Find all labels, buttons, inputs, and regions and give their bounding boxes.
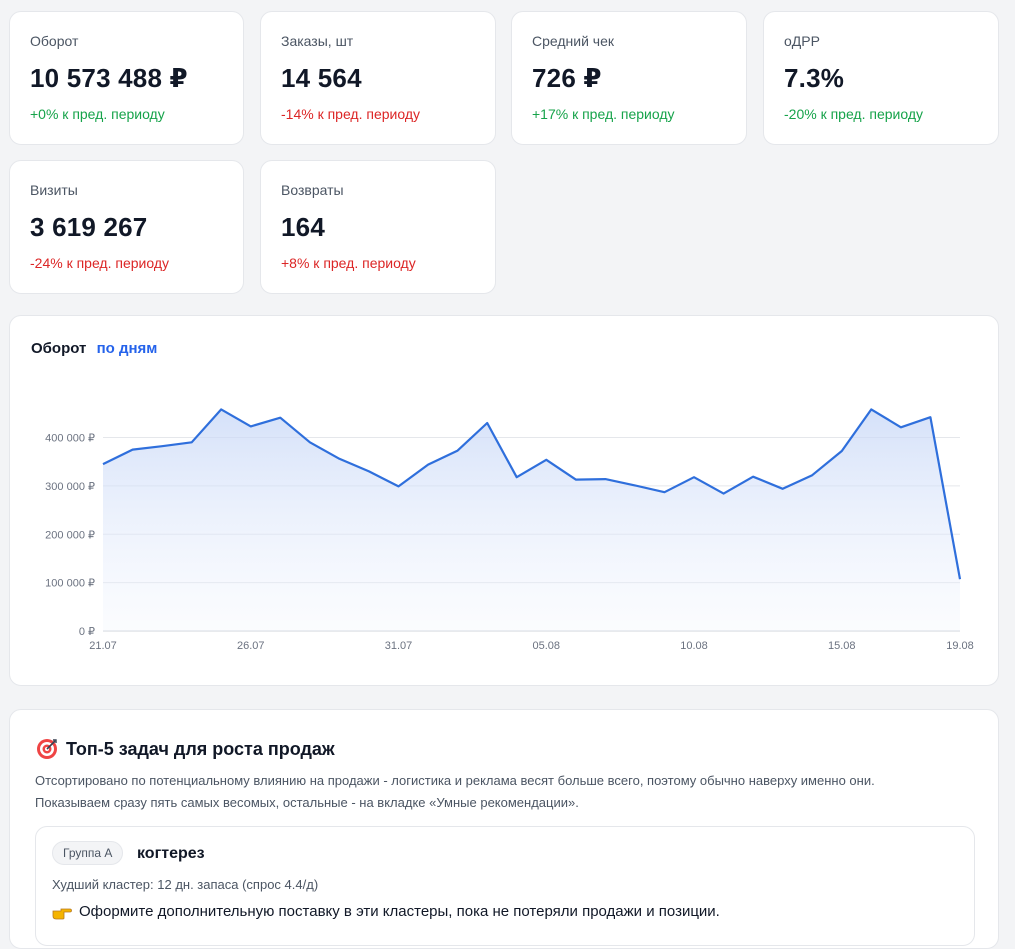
chart-point[interactable] (367, 469, 371, 473)
kpi-label: Возвраты (281, 182, 344, 198)
chart-point[interactable] (308, 440, 312, 444)
y-tick-label: 0 ₽ (79, 626, 95, 638)
chart-point[interactable] (456, 449, 460, 453)
chart-header: Оборот по дням (31, 340, 157, 357)
top-tasks-card: Топ-5 задач для роста продаж Отсортирова… (9, 709, 999, 949)
chart-point[interactable] (190, 440, 194, 444)
x-tick-label: 15.08 (828, 640, 856, 652)
chart-point[interactable] (840, 449, 844, 453)
kpi-card-turnover: Оборот 10 573 488 ₽ +0% к пред. периоду (9, 11, 244, 145)
kpi-label: Заказы, шт (281, 33, 354, 49)
pointing-hand-icon (52, 908, 72, 919)
chart-point[interactable] (633, 483, 637, 487)
kpi-value: 3 619 267 (30, 212, 148, 242)
kpi-card-orders: Заказы, шт 14 564 -14% к пред. периоду (260, 11, 496, 145)
tasks-description-line-1: Отсортировано по потенциальному влиянию … (35, 773, 875, 788)
y-tick-label: 200 000 ₽ (45, 529, 95, 541)
chart-point[interactable] (928, 415, 932, 419)
chart-point[interactable] (603, 477, 607, 481)
task-product-name: когтерез (137, 845, 205, 862)
task-action: Оформите дополнительную поставку в эти к… (52, 903, 720, 920)
chart-point[interactable] (101, 462, 105, 466)
kpi-delta: +0% к пред. периоду (30, 106, 165, 122)
group-badge: Группа A (52, 841, 124, 865)
chart-point[interactable] (485, 421, 489, 425)
tasks-description-line-2: Показываем сразу пять самых весомых, ост… (35, 795, 579, 810)
kpi-label: Визиты (30, 182, 78, 198)
x-tick-label: 10.08 (680, 640, 708, 652)
chart-point[interactable] (958, 577, 962, 581)
x-tick-label: 21.07 (89, 640, 117, 652)
tasks-title: Топ-5 задач для роста продаж (36, 738, 335, 760)
chart-area-fill (103, 409, 960, 631)
chart-point[interactable] (219, 407, 223, 411)
chart-point[interactable] (131, 448, 135, 452)
chart-point[interactable] (751, 475, 755, 479)
chart-point[interactable] (544, 458, 548, 462)
kpi-card-odrr: оДРР 7.3% -20% к пред. периоду (763, 11, 999, 145)
task-item[interactable]: Группа A когтерез Худший кластер: 12 дн.… (35, 826, 975, 946)
chart-point[interactable] (278, 416, 282, 420)
kpi-value: 14 564 (281, 63, 362, 93)
chart-title: Оборот (31, 340, 87, 357)
x-tick-label: 26.07 (237, 640, 265, 652)
chart-point[interactable] (515, 475, 519, 479)
kpi-label: Оборот (30, 33, 79, 49)
x-tick-label: 05.08 (533, 640, 561, 652)
kpi-value: 726 ₽ (532, 63, 602, 93)
chart-point[interactable] (337, 457, 341, 461)
chart-point[interactable] (662, 490, 666, 494)
chart-point[interactable] (722, 492, 726, 496)
turnover-chart-card: Оборот по дням 0 ₽ 100 000 ₽ 200 000 ₽ 300 … (9, 315, 999, 686)
y-tick-label: 300 000 ₽ (45, 481, 95, 493)
kpi-card-avg-check: Средний чек 726 ₽ +17% к пред. периоду (511, 11, 747, 145)
kpi-value: 164 (281, 212, 325, 242)
chart-point[interactable] (810, 473, 814, 477)
kpi-value: 7.3% (784, 63, 845, 93)
kpi-delta: -20% к пред. периоду (784, 106, 924, 122)
kpi-delta: -24% к пред. периоду (30, 255, 170, 271)
kpi-delta: +17% к пред. периоду (532, 106, 675, 122)
target-icon (37, 739, 57, 759)
chart-point[interactable] (426, 463, 430, 467)
kpi-card-visits: Визиты 3 619 267 -24% к пред. периоду (9, 160, 244, 294)
chart-point[interactable] (574, 478, 578, 482)
chart-point[interactable] (899, 425, 903, 429)
kpi-label: оДРР (784, 33, 820, 49)
chart-mode-link[interactable]: по дням (96, 340, 158, 357)
chart-point[interactable] (397, 484, 401, 488)
kpi-delta: -14% к пред. периоду (281, 106, 421, 122)
chart-point[interactable] (692, 475, 696, 479)
chart-point[interactable] (781, 487, 785, 491)
kpi-label: Средний чек (532, 33, 615, 49)
y-tick-label: 100 000 ₽ (45, 578, 95, 590)
y-tick-label: 400 000 ₽ (45, 433, 95, 445)
x-tick-label: 31.07 (385, 640, 413, 652)
tasks-title-text: Топ-5 задач для роста продаж (66, 738, 335, 759)
kpi-delta: +8% к пред. периоду (281, 255, 416, 271)
task-detail: Худший кластер: 12 дн. запаса (спрос 4.4… (52, 877, 319, 892)
kpi-card-returns: Возвраты 164 +8% к пред. периоду (260, 160, 496, 294)
chart-series-line (102, 408, 962, 580)
x-tick-label: 19.08 (946, 640, 974, 652)
chart-point[interactable] (869, 407, 873, 411)
chart-point[interactable] (160, 444, 164, 448)
turnover-area-chart: 0 ₽100 000 ₽200 000 ₽300 000 ₽400 000 ₽ … (45, 407, 974, 652)
kpi-value: 10 573 488 ₽ (30, 63, 188, 93)
tasks-description: Отсортировано по потенциальному влиянию … (35, 770, 875, 814)
task-action-text: Оформите дополнительную поставку в эти к… (79, 903, 720, 920)
chart-point[interactable] (249, 424, 253, 428)
